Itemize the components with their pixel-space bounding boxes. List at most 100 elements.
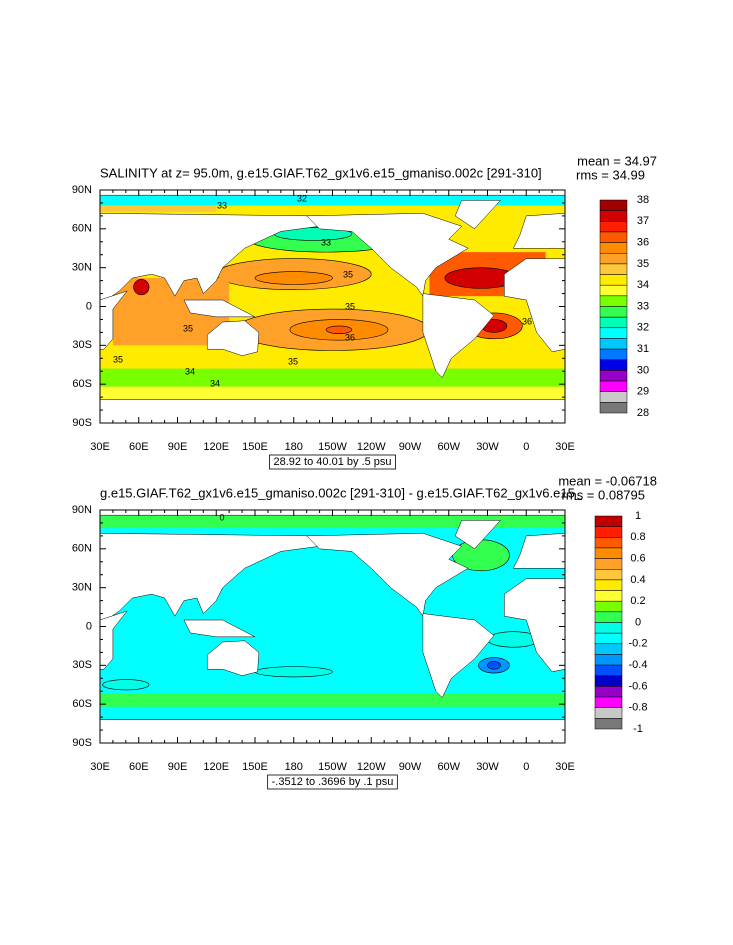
panel-title: g.e15.GIAF.T62_gx1v6.e15_gmaniso.002c [2… xyxy=(100,485,583,500)
lon-label: 30W xyxy=(476,761,499,773)
colorbar-box xyxy=(599,231,628,243)
ocean-region xyxy=(325,325,353,334)
colorbar-box xyxy=(599,327,628,339)
colorbar-label: 33 xyxy=(637,300,649,312)
land xyxy=(183,619,256,638)
colorbar-box xyxy=(594,611,623,623)
colorbar-box xyxy=(594,643,623,655)
ocean-region xyxy=(102,679,150,691)
colorbar-label: -0.8 xyxy=(629,702,648,714)
lat-label: 60S xyxy=(72,698,92,710)
colorbar-box xyxy=(594,547,623,559)
ocean-region xyxy=(100,693,565,707)
colorbar-label: -0.4 xyxy=(629,659,648,671)
map-panel xyxy=(100,190,565,423)
land xyxy=(206,640,260,676)
colorbar-box xyxy=(599,380,628,392)
colorbar-box xyxy=(599,391,628,403)
colorbar-box xyxy=(599,199,628,211)
lon-label: 120W xyxy=(357,761,386,773)
colorbar-label: -0.6 xyxy=(629,680,648,692)
ocean-region xyxy=(133,279,150,296)
colorbar-box xyxy=(599,221,628,233)
colorbar-box xyxy=(599,253,628,265)
contour-info-box xyxy=(267,774,398,790)
mean-label: mean = -0.06718 xyxy=(558,473,657,488)
colorbar-box xyxy=(594,707,623,719)
contour-info-box xyxy=(269,454,396,470)
colorbar-box xyxy=(599,306,628,318)
land xyxy=(504,578,565,673)
land xyxy=(306,213,469,297)
land xyxy=(454,520,501,550)
contour-label: 35 xyxy=(183,323,193,333)
land xyxy=(100,533,321,621)
lat-label: 90S xyxy=(72,417,92,429)
lon-label: 30E xyxy=(90,761,110,773)
colorbar-box xyxy=(599,242,628,254)
colorbar-box xyxy=(599,274,628,286)
lon-label: 60E xyxy=(129,441,149,453)
lon-label: 90W xyxy=(399,441,422,453)
lat-label: 60N xyxy=(72,223,92,235)
lon-label: 30E xyxy=(555,441,575,453)
contour-label: 33 xyxy=(217,200,227,210)
colorbar-label: 30 xyxy=(637,364,649,376)
panel-title: SALINITY at z= 95.0m, g.e15.GIAF.T62_gx1… xyxy=(100,165,542,180)
contour-label: 35 xyxy=(288,356,298,366)
land xyxy=(306,533,469,617)
lon-label: 180 xyxy=(285,441,303,453)
rms-label: rms = 34.99 xyxy=(576,167,645,182)
colorbar-box xyxy=(599,370,628,382)
lon-label: 150E xyxy=(242,761,268,773)
lat-label: 90N xyxy=(72,504,92,516)
colorbar-box xyxy=(599,316,628,329)
colorbar-box xyxy=(599,263,628,275)
colorbar-box xyxy=(594,696,623,708)
contour-label: 34 xyxy=(210,378,220,388)
colorbar-box xyxy=(594,579,623,591)
contour-label: 35 xyxy=(345,301,355,311)
contour-label: 35 xyxy=(113,354,123,364)
contour-label: 33 xyxy=(321,237,331,247)
contour-label: 0 xyxy=(219,512,224,522)
colorbar-box xyxy=(594,632,623,645)
lon-label: 90E xyxy=(168,441,188,453)
colorbar-box xyxy=(599,402,628,414)
colorbar-box xyxy=(599,359,628,371)
ocean-region xyxy=(100,515,565,529)
ocean-region xyxy=(254,666,333,678)
colorbar-box xyxy=(599,295,628,307)
lon-label: 90W xyxy=(399,761,422,773)
colorbar-label: 34 xyxy=(637,279,649,291)
colorbar-box xyxy=(594,569,623,581)
contour-label: 36 xyxy=(345,332,355,342)
colorbar-box xyxy=(594,622,623,634)
lon-label: 180 xyxy=(285,761,303,773)
colorbar-label: 32 xyxy=(637,322,649,334)
colorbar-box xyxy=(594,590,623,602)
colorbar-label: 0.8 xyxy=(630,531,645,543)
lon-label: 90E xyxy=(168,761,188,773)
colorbar-box xyxy=(594,537,623,549)
lat-label: 0 xyxy=(86,300,92,312)
lat-label: 90N xyxy=(72,184,92,196)
colorbar-box xyxy=(594,664,623,676)
colorbar-label: 35 xyxy=(637,258,649,270)
colorbar-box xyxy=(594,718,623,730)
land xyxy=(100,213,321,301)
land xyxy=(504,258,565,353)
contour-label: 36 xyxy=(522,316,532,326)
lat-label: 30N xyxy=(72,582,92,594)
colorbar-box xyxy=(594,675,623,687)
colorbar-label: 31 xyxy=(637,343,649,355)
lat-label: 60N xyxy=(72,543,92,555)
colorbar-label: -0.2 xyxy=(629,638,648,650)
lon-label: 120E xyxy=(203,761,229,773)
ocean-region xyxy=(487,661,501,670)
land xyxy=(206,320,260,356)
colorbar-label: 0.4 xyxy=(630,574,645,586)
colorbar-box xyxy=(599,338,628,350)
colorbar-box xyxy=(594,600,623,613)
